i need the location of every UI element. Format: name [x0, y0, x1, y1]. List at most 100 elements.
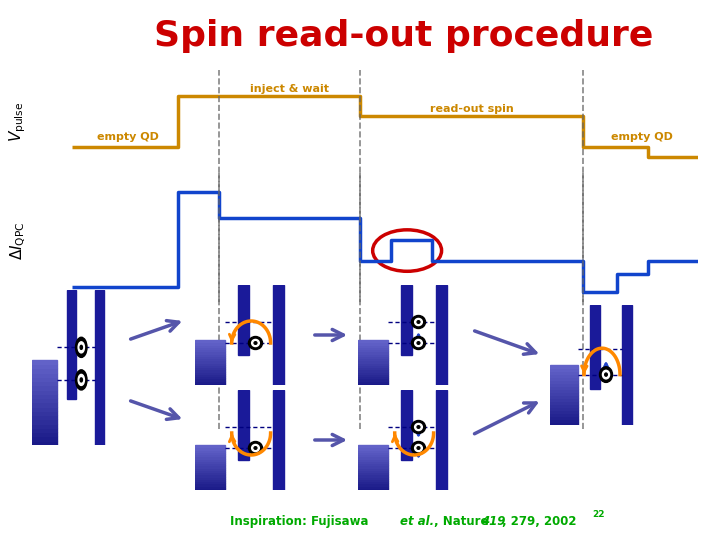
Bar — [358, 367, 388, 369]
Text: 419: 419 — [481, 515, 505, 528]
Bar — [32, 398, 57, 402]
Text: inject & wait: inject & wait — [251, 84, 330, 93]
Circle shape — [251, 340, 259, 347]
Bar — [195, 458, 225, 461]
Circle shape — [415, 444, 423, 451]
Bar — [358, 372, 388, 374]
Bar — [32, 420, 57, 424]
Bar — [358, 463, 388, 465]
Bar — [358, 488, 388, 490]
Bar — [195, 347, 225, 349]
Circle shape — [254, 342, 257, 345]
Bar — [358, 468, 388, 470]
Bar — [195, 358, 225, 360]
Bar — [238, 285, 249, 355]
Text: , 279, 2002: , 279, 2002 — [502, 515, 576, 528]
Circle shape — [603, 370, 610, 379]
Bar — [358, 474, 388, 476]
Bar — [195, 351, 225, 354]
Circle shape — [411, 336, 426, 349]
Bar — [358, 483, 388, 485]
Bar — [195, 481, 225, 483]
Bar — [436, 390, 446, 490]
Circle shape — [415, 423, 423, 430]
Bar — [550, 389, 578, 392]
Bar — [550, 398, 578, 401]
Bar — [550, 371, 578, 374]
Bar — [358, 454, 388, 456]
Bar — [195, 372, 225, 374]
Bar — [550, 416, 578, 419]
Bar — [401, 285, 412, 355]
Bar — [358, 470, 388, 472]
Bar — [195, 381, 225, 383]
Circle shape — [411, 442, 426, 455]
Bar — [195, 374, 225, 376]
Bar — [195, 356, 225, 358]
Bar — [32, 424, 57, 428]
Bar — [238, 390, 249, 460]
Circle shape — [411, 421, 426, 434]
Circle shape — [605, 373, 607, 376]
Bar — [95, 290, 104, 445]
Text: , Nature: , Nature — [434, 515, 492, 528]
Bar — [195, 449, 225, 452]
Bar — [195, 345, 225, 347]
Bar — [32, 411, 57, 415]
Circle shape — [254, 447, 257, 449]
Circle shape — [417, 426, 420, 428]
Bar — [436, 285, 446, 385]
Bar — [358, 340, 388, 342]
Bar — [195, 452, 225, 454]
Bar — [358, 461, 388, 463]
Bar — [358, 456, 388, 458]
Bar — [195, 470, 225, 472]
Circle shape — [415, 340, 423, 347]
Bar — [32, 407, 57, 411]
Bar — [195, 456, 225, 458]
Circle shape — [600, 367, 613, 382]
Bar — [32, 428, 57, 432]
Bar — [195, 468, 225, 470]
Text: empty QD: empty QD — [611, 132, 673, 142]
Bar — [550, 392, 578, 395]
Bar — [622, 305, 632, 425]
Bar — [550, 422, 578, 425]
Bar — [195, 383, 225, 385]
Bar — [195, 340, 225, 342]
Bar — [550, 368, 578, 371]
Bar — [358, 445, 388, 447]
Bar — [550, 419, 578, 422]
Circle shape — [80, 346, 82, 349]
Bar — [195, 472, 225, 474]
Bar — [195, 479, 225, 481]
Bar — [195, 367, 225, 369]
Circle shape — [78, 342, 84, 353]
Bar — [401, 390, 412, 460]
Circle shape — [76, 370, 87, 390]
Bar — [358, 351, 388, 354]
Bar — [32, 364, 57, 368]
Bar — [32, 373, 57, 377]
Bar — [32, 402, 57, 407]
Bar — [358, 378, 388, 381]
Bar — [195, 485, 225, 488]
Circle shape — [417, 342, 420, 345]
Circle shape — [251, 444, 259, 451]
Bar — [195, 461, 225, 463]
Bar — [32, 360, 57, 364]
Bar — [32, 432, 57, 436]
Bar — [358, 479, 388, 481]
Bar — [358, 381, 388, 383]
Bar — [195, 360, 225, 362]
Bar — [195, 476, 225, 479]
Bar — [358, 345, 388, 347]
Circle shape — [248, 336, 263, 349]
Text: $V_\mathrm{pulse}$: $V_\mathrm{pulse}$ — [8, 101, 28, 142]
Bar — [358, 360, 388, 362]
Bar — [550, 380, 578, 383]
Bar — [32, 441, 57, 445]
Bar — [195, 483, 225, 485]
Bar — [550, 377, 578, 380]
Bar — [195, 465, 225, 468]
